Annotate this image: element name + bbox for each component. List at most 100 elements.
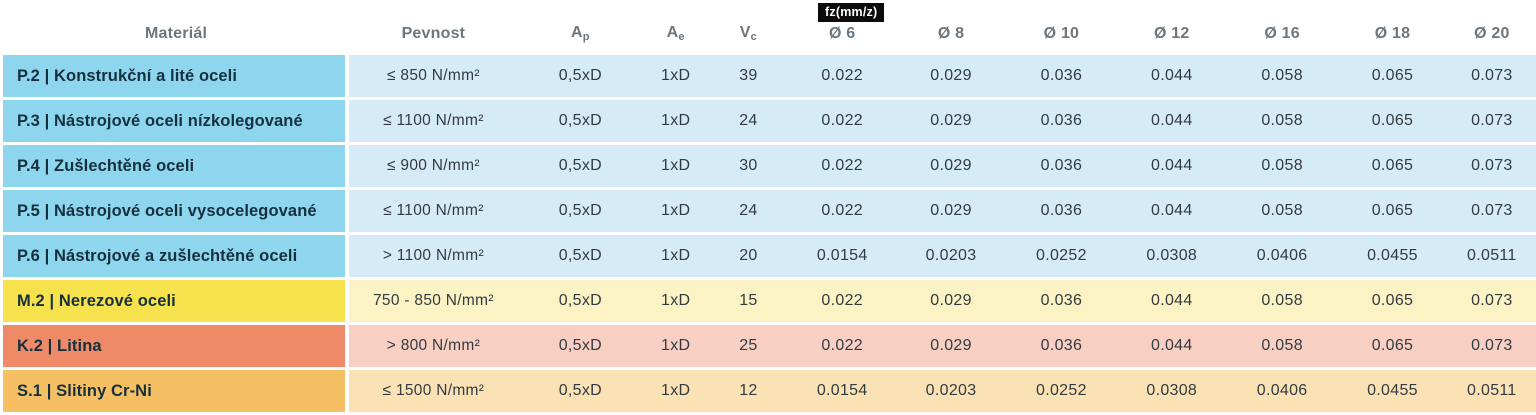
fz-cell: 0.044 xyxy=(1116,100,1227,142)
material-cell: P.3 | Nástrojové oceli nízkolegované xyxy=(3,100,350,142)
material-cell: P.5 | Nástrojové oceli vysocelegované xyxy=(3,190,350,232)
fz-cell: 0.0203 xyxy=(895,235,1007,277)
fz-cell: 0.065 xyxy=(1337,100,1448,142)
fz-cell: 0.029 xyxy=(895,280,1007,322)
ae-cell: 1xD xyxy=(643,235,709,277)
col-header-diameter-18: Ø 18 xyxy=(1374,25,1411,42)
fz-cell: 0.029 xyxy=(895,100,1007,142)
fz-cell: 0.022 xyxy=(788,325,896,367)
table-row: P.5 | Nástrojové oceli vysocelegované ≤ … xyxy=(3,190,1536,232)
ae-cell: 1xD xyxy=(643,100,709,142)
col-header-diameter-12: Ø 12 xyxy=(1154,25,1190,42)
cutting-parameters-table: Materiál Pevnost Ap Ae Vc fz(mm/z) Ø 6 Ø… xyxy=(3,0,1536,415)
ae-cell: 1xD xyxy=(643,280,709,322)
fz-cell: 0.073 xyxy=(1447,55,1536,97)
col-header-diameter-16: Ø 16 xyxy=(1264,25,1300,42)
material-cell: K.2 | Litina xyxy=(3,325,350,367)
col-header-material: Materiál xyxy=(145,25,208,42)
fz-cell: 0.0154 xyxy=(788,370,896,412)
fz-cell: 0.058 xyxy=(1226,325,1338,367)
table-header: Materiál Pevnost Ap Ae Vc fz(mm/z) Ø 6 Ø… xyxy=(3,3,1536,52)
fz-cell: 0.022 xyxy=(788,100,896,142)
fz-cell: 0.058 xyxy=(1226,100,1338,142)
fz-cell: 0.073 xyxy=(1447,190,1536,232)
fz-cell: 0.029 xyxy=(895,55,1007,97)
table-row: P.3 | Nástrojové oceli nízkolegované ≤ 1… xyxy=(3,100,1536,142)
vc-cell: 24 xyxy=(708,190,789,232)
fz-cell: 0.022 xyxy=(788,190,896,232)
fz-cell: 0.0406 xyxy=(1226,370,1338,412)
material-cell: P.4 | Zušlechtěné oceli xyxy=(3,145,350,187)
col-header-vc: Vc xyxy=(708,3,788,52)
ae-cell: 1xD xyxy=(643,55,709,97)
material-cell: M.2 | Nerezové oceli xyxy=(3,280,350,322)
fz-cell: 0.058 xyxy=(1226,280,1338,322)
diameter-6-label: Ø 6 xyxy=(829,25,856,42)
fz-cell: 0.0455 xyxy=(1337,370,1448,412)
fz-cell: 0.036 xyxy=(1006,190,1117,232)
fz-cell: 0.0308 xyxy=(1116,235,1227,277)
material-cell: S.1 | Slitiny Cr-Ni xyxy=(3,370,350,412)
ae-subscript: e xyxy=(678,31,685,43)
fz-cell: 0.044 xyxy=(1116,145,1227,187)
fz-cell: 0.073 xyxy=(1447,325,1536,367)
fz-cell: 0.065 xyxy=(1337,145,1448,187)
ae-cell: 1xD xyxy=(643,370,709,412)
fz-cell: 0.0203 xyxy=(895,370,1007,412)
col-header-ap: Ap xyxy=(518,3,643,52)
fz-cell: 0.036 xyxy=(1006,55,1117,97)
ap-cell: 0,5xD xyxy=(517,280,644,322)
fz-cell: 0.0406 xyxy=(1226,235,1338,277)
fz-cell: 0.036 xyxy=(1006,145,1117,187)
pevnost-cell: ≤ 850 N/mm² xyxy=(349,55,518,97)
ae-cell: 1xD xyxy=(643,325,709,367)
fz-cell: 0.044 xyxy=(1116,325,1227,367)
fz-cell: 0.058 xyxy=(1226,55,1338,97)
pevnost-cell: 750 - 850 N/mm² xyxy=(349,280,518,322)
ap-cell: 0,5xD xyxy=(517,235,644,277)
fz-cell: 0.065 xyxy=(1337,325,1448,367)
pevnost-cell: > 1100 N/mm² xyxy=(349,235,518,277)
vc-cell: 24 xyxy=(708,100,789,142)
ae-base: A xyxy=(666,24,679,41)
vc-cell: 39 xyxy=(708,55,789,97)
table-row: S.1 | Slitiny Cr-Ni ≤ 1500 N/mm² 0,5xD 1… xyxy=(3,370,1536,412)
pevnost-cell: ≤ 1500 N/mm² xyxy=(349,370,518,412)
fz-cell: 0.065 xyxy=(1337,190,1448,232)
ap-cell: 0,5xD xyxy=(517,145,644,187)
fz-cell: 0.044 xyxy=(1116,280,1227,322)
vc-cell: 30 xyxy=(708,145,789,187)
table-row: M.2 | Nerezové oceli 750 - 850 N/mm² 0,5… xyxy=(3,280,1536,322)
fz-cell: 0.029 xyxy=(895,325,1007,367)
fz-cell: 0.036 xyxy=(1006,100,1117,142)
fz-cell: 0.065 xyxy=(1337,55,1448,97)
fz-cell: 0.073 xyxy=(1447,280,1536,322)
header-row: Materiál Pevnost Ap Ae Vc fz(mm/z) Ø 6 Ø… xyxy=(3,3,1536,52)
fz-cell: 0.036 xyxy=(1006,280,1117,322)
ap-base: A xyxy=(571,24,583,41)
fz-cell: 0.058 xyxy=(1226,145,1338,187)
vc-cell: 15 xyxy=(708,280,789,322)
pevnost-cell: > 800 N/mm² xyxy=(349,325,518,367)
ap-cell: 0,5xD xyxy=(517,190,644,232)
fz-cell: 0.029 xyxy=(895,145,1007,187)
table-row: K.2 | Litina > 800 N/mm² 0,5xD 1xD 25 0.… xyxy=(3,325,1536,367)
ap-cell: 0,5xD xyxy=(517,325,644,367)
fz-cell: 0.029 xyxy=(895,190,1007,232)
pevnost-cell: ≤ 1100 N/mm² xyxy=(349,100,518,142)
col-header-diameter-20: Ø 20 xyxy=(1474,25,1510,42)
table-row: P.4 | Zušlechtěné oceli ≤ 900 N/mm² 0,5x… xyxy=(3,145,1536,187)
ae-cell: 1xD xyxy=(643,190,709,232)
fz-cell: 0.0308 xyxy=(1116,370,1227,412)
vc-cell: 25 xyxy=(708,325,789,367)
pevnost-cell: ≤ 900 N/mm² xyxy=(349,145,518,187)
vc-subscript: c xyxy=(750,31,757,43)
material-cell: P.2 | Konstrukční a lité oceli xyxy=(3,55,350,97)
fz-cell: 0.0154 xyxy=(788,235,896,277)
fz-cell: 0.073 xyxy=(1447,100,1536,142)
fz-cell: 0.036 xyxy=(1006,325,1117,367)
col-header-diameter-8: Ø 8 xyxy=(937,25,965,42)
vc-cell: 20 xyxy=(708,235,789,277)
fz-cell: 0.0252 xyxy=(1006,370,1117,412)
col-header-diameter-10: Ø 10 xyxy=(1043,25,1080,42)
